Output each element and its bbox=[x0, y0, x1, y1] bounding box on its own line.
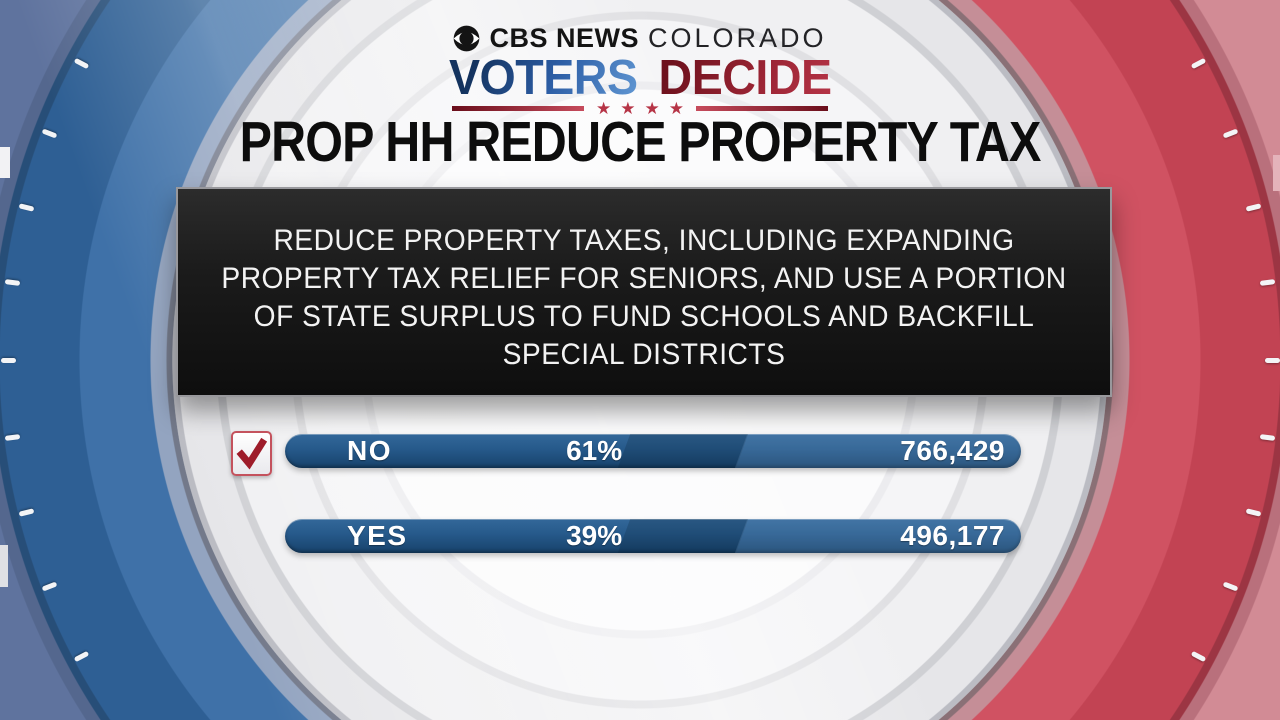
tick-mark bbox=[1259, 433, 1276, 441]
result-row-no: NO 61% 766,429 bbox=[231, 430, 1021, 476]
option-label: YES bbox=[347, 520, 408, 551]
votes-value: 496,177 bbox=[900, 520, 1005, 551]
tick-mark bbox=[0, 357, 16, 363]
measure-description: REDUCE PROPERTY TAXES, INCLUDING EXPANDI… bbox=[206, 189, 1082, 395]
description-line: SPECIAL DISTRICTS bbox=[502, 338, 786, 371]
stars: ★ ★ ★ ★ bbox=[596, 100, 684, 117]
votes-value: 766,429 bbox=[900, 435, 1005, 466]
edge-notch bbox=[1273, 155, 1280, 191]
option-label: NO bbox=[347, 435, 392, 466]
percent-value: 61% bbox=[566, 435, 623, 466]
station-branding: CBS NEWS COLORADO bbox=[0, 23, 1280, 54]
divider-line bbox=[696, 106, 828, 111]
network-name: CBS NEWS bbox=[489, 23, 639, 53]
edge-notch bbox=[0, 545, 8, 587]
cbs-eye-icon bbox=[454, 25, 480, 52]
result-row-yes: YES 39% 496,177 bbox=[231, 515, 1021, 561]
region-name: COLORADO bbox=[647, 23, 827, 53]
show-title-decide: DECIDE bbox=[658, 51, 833, 105]
description-line: OF STATE SURPLUS TO FUND SCHOOLS AND BAC… bbox=[253, 300, 1035, 333]
star-icon: ★ bbox=[644, 99, 660, 118]
result-bar-no: NO 61% 766,429 bbox=[285, 434, 1021, 468]
show-title-voters: VOTERS bbox=[448, 51, 638, 105]
result-bar-yes: YES 39% 496,177 bbox=[285, 519, 1021, 553]
star-icon: ★ bbox=[620, 99, 636, 118]
show-title: VOTERS DECIDE bbox=[0, 50, 1280, 106]
description-line: PROPERTY TAX RELIEF FOR SENIORS, AND USE… bbox=[221, 262, 1067, 295]
winner-checkbox bbox=[231, 431, 272, 476]
measure-title: PROP HH REDUCE PROPERTY TAX bbox=[239, 110, 1042, 174]
edge-notch bbox=[0, 147, 10, 178]
star-icon: ★ bbox=[668, 99, 684, 118]
star-divider: ★ ★ ★ ★ bbox=[0, 100, 1280, 117]
tick-mark bbox=[1264, 357, 1280, 363]
divider-line bbox=[452, 106, 584, 111]
percent-value: 39% bbox=[566, 520, 623, 551]
star-icon: ★ bbox=[596, 99, 612, 118]
check-icon bbox=[236, 437, 267, 470]
measure-description-panel: REDUCE PROPERTY TAXES, INCLUDING EXPANDI… bbox=[176, 187, 1112, 397]
description-line: REDUCE PROPERTY TAXES, INCLUDING EXPANDI… bbox=[273, 224, 1015, 257]
